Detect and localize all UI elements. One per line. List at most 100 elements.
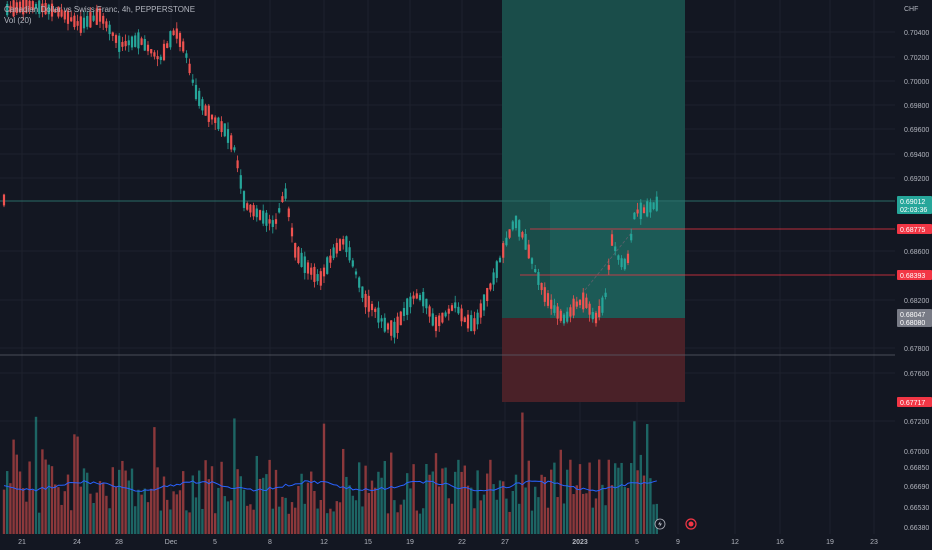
candle-body <box>86 16 89 27</box>
candle-body <box>332 247 335 259</box>
candlesticks[interactable] <box>2 0 658 344</box>
volume-bar <box>79 486 82 534</box>
candle-body <box>415 293 418 299</box>
volume-bar <box>150 488 153 534</box>
loss-zone[interactable] <box>502 318 685 402</box>
volume-bar <box>220 461 223 534</box>
candle-body <box>319 271 322 286</box>
volume-ma-line <box>3 480 657 492</box>
candle-body <box>310 267 313 275</box>
candle-body <box>41 3 44 13</box>
volume-bar <box>166 499 169 534</box>
candle-body <box>447 308 450 314</box>
price-axis[interactable]: CHF 0.70400 0.70200 0.70000 0.69800 0.69600 0.… <box>904 6 929 532</box>
candle-body <box>185 53 188 58</box>
candle-body <box>70 17 73 22</box>
risk-reward-zones[interactable] <box>502 0 685 402</box>
candle-body <box>386 323 390 330</box>
volume-bar <box>242 489 246 534</box>
volume-indicator-title[interactable]: Vol (20) <box>4 16 32 25</box>
volume-bar <box>98 481 102 534</box>
volume-bar <box>546 507 550 534</box>
candle-body <box>655 196 658 211</box>
volume-bar <box>386 513 390 534</box>
volume-bar <box>262 477 265 534</box>
candle-body <box>390 320 393 336</box>
time-tick: 19 <box>826 539 834 546</box>
record-icon[interactable] <box>685 518 697 530</box>
volume-bar <box>518 503 521 534</box>
symbol-title[interactable]: Canadian Dollar vs Swiss Franc, 4h, PEPP… <box>4 5 196 14</box>
volume-bar <box>22 488 25 534</box>
candle-body <box>57 6 60 17</box>
candle-body <box>374 308 377 312</box>
lightning-icon[interactable] <box>654 518 666 530</box>
svg-text:02:03:36: 02:03:36 <box>900 207 927 214</box>
volume-bar <box>130 468 134 534</box>
candle-body <box>146 44 150 52</box>
candle-body <box>540 282 543 291</box>
volume-bar <box>6 471 9 534</box>
candle-body <box>326 257 329 274</box>
volume-bar <box>537 497 540 534</box>
chart-legend: Canadian Dollar vs Swiss Franc, 4h, PEPP… <box>4 4 195 26</box>
volume-bar <box>287 513 290 534</box>
candle-body <box>194 84 198 100</box>
candle-body <box>431 313 434 326</box>
volume-bar <box>108 508 111 534</box>
price-tick: 0.70200 <box>904 55 929 62</box>
horizontal-lines[interactable] <box>0 200 895 356</box>
candle-body <box>188 63 191 74</box>
candle-body <box>143 39 146 51</box>
volume-bar <box>303 503 306 534</box>
candle-body <box>393 321 396 338</box>
candle-body <box>18 1 22 13</box>
volume-bar <box>12 439 15 534</box>
volume-bar <box>406 473 409 534</box>
candle-body <box>367 295 370 312</box>
time-tick: 28 <box>115 539 123 546</box>
candle-body <box>22 0 25 15</box>
time-tick: 12 <box>731 539 739 546</box>
volume-bar <box>322 423 326 534</box>
candle-body <box>553 305 556 313</box>
candle-body <box>434 316 438 332</box>
candle-body <box>370 303 374 311</box>
volume-bar <box>31 489 34 534</box>
candle-body <box>463 317 466 322</box>
candle-body <box>598 306 601 318</box>
candle-body <box>118 35 121 52</box>
candle-body <box>278 208 281 213</box>
volume-bar <box>585 493 588 534</box>
volume-bar <box>25 501 28 534</box>
candle-body <box>578 299 582 306</box>
volume-bar <box>274 469 278 534</box>
candle-body <box>418 294 422 301</box>
volume-bar <box>332 511 335 534</box>
volume-bar <box>134 506 137 534</box>
time-axis[interactable]: 21 24 28 Dec 5 8 12 15 19 22 27 2023 5 9 12 16 19 23 <box>18 539 878 546</box>
volume-bar <box>354 500 358 534</box>
volume-bar <box>588 462 591 534</box>
candle-body <box>98 8 102 22</box>
price-tick: 0.67600 <box>904 371 929 378</box>
candle-body <box>614 246 617 252</box>
volume-bar <box>642 475 646 534</box>
target-price-label: 0.68393 <box>897 270 932 280</box>
candle-body <box>649 202 652 213</box>
candle-body <box>54 9 57 13</box>
volume-bar <box>217 487 220 534</box>
candle-body <box>140 38 143 45</box>
candle-body <box>172 30 175 36</box>
svg-text:0.68775: 0.68775 <box>900 227 925 234</box>
candle-body <box>361 286 364 298</box>
volume-bar <box>348 485 351 534</box>
volume-bar <box>204 460 207 534</box>
volume-bars <box>2 412 658 534</box>
volume-bar <box>460 471 463 534</box>
candle-body <box>178 33 182 47</box>
candle-body <box>271 220 274 227</box>
volume-bar <box>9 483 12 534</box>
candle-body <box>543 287 546 302</box>
